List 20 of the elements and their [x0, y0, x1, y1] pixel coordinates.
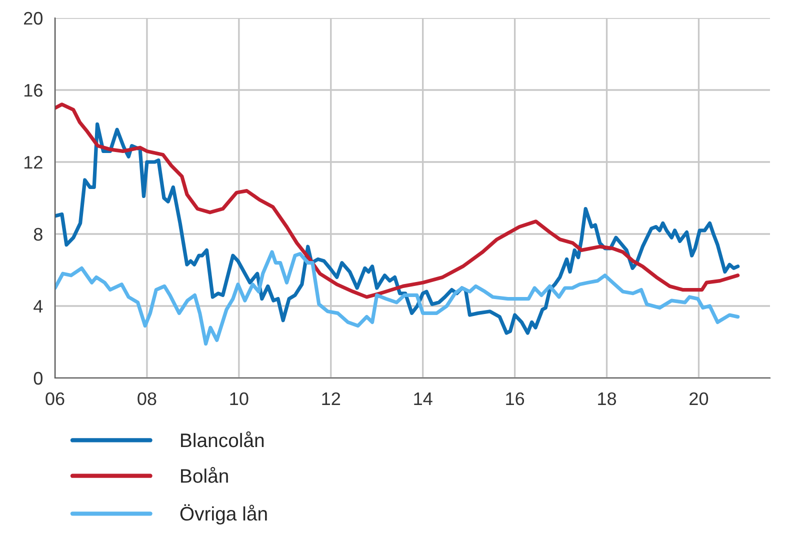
- legend-label: Bolån: [181, 466, 228, 483]
- line-series: [55, 250, 740, 346]
- y-tick-label: 8: [34, 228, 42, 241]
- x-tick-label: 08: [138, 392, 156, 406]
- legend-label: Blancolån: [181, 431, 264, 448]
- x-tick-label: 10: [230, 392, 248, 406]
- line-series: [55, 122, 740, 335]
- y-tick-label: 16: [24, 84, 42, 97]
- y-tick-label: 0: [34, 372, 42, 385]
- x-tick-label: 12: [322, 392, 340, 405]
- y-tick-label: 20: [24, 12, 42, 25]
- legend-label: Övriga lån: [180, 504, 267, 524]
- y-tick-label: 4: [34, 300, 43, 313]
- x-tick-label: 14: [414, 392, 432, 405]
- x-tick-label: 20: [690, 392, 708, 406]
- y-tick-label: 12: [24, 156, 42, 169]
- line-series: [55, 102, 740, 299]
- x-tick-label: 06: [46, 392, 64, 406]
- x-tick-label: 16: [506, 392, 524, 406]
- x-tick-label: 18: [598, 392, 616, 406]
